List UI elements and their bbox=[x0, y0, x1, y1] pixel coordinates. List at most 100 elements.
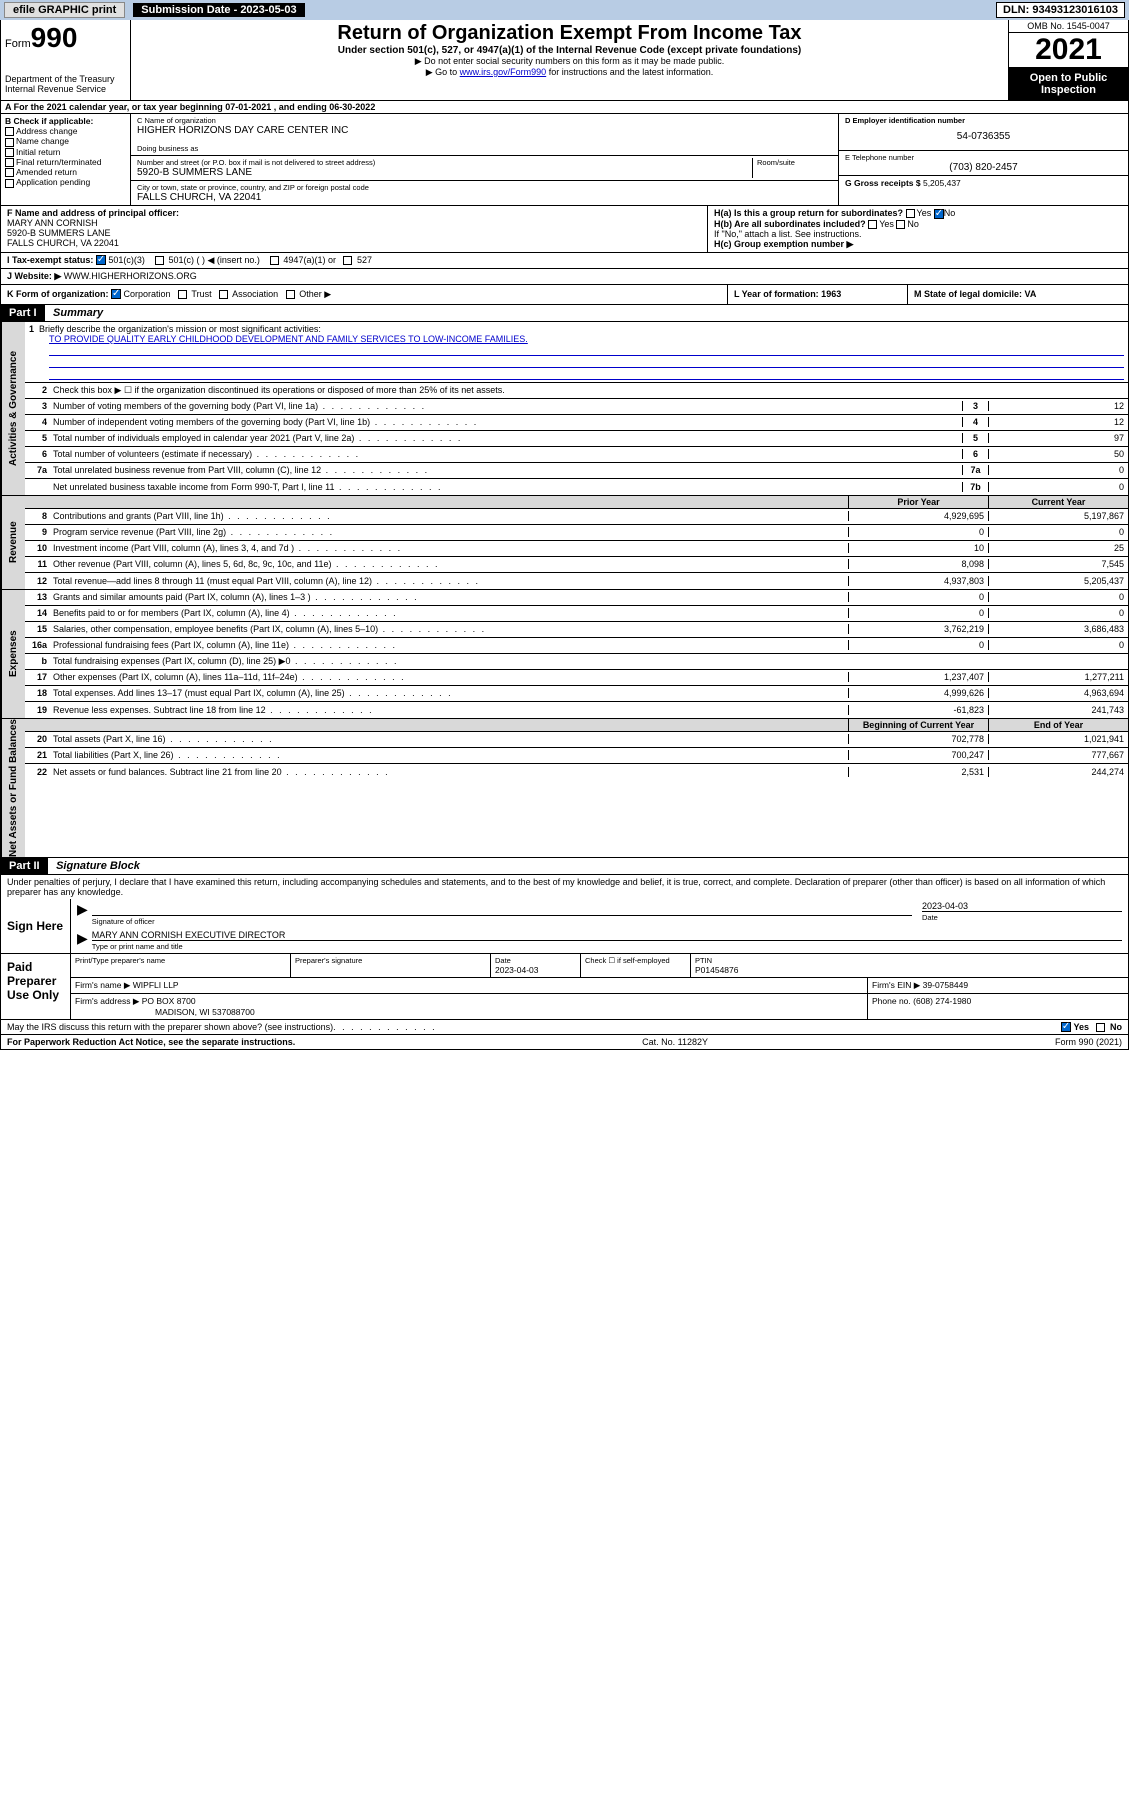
tax-status-label: I Tax-exempt status: bbox=[7, 255, 93, 265]
cb-527[interactable] bbox=[343, 256, 352, 265]
entity-block: B Check if applicable: Address change Na… bbox=[0, 114, 1129, 206]
col-begin: Beginning of Current Year bbox=[848, 719, 988, 731]
summary-line: Net unrelated business taxable income fr… bbox=[25, 479, 1128, 495]
mission-text: TO PROVIDE QUALITY EARLY CHILDHOOD DEVEL… bbox=[49, 334, 528, 344]
ha-yes-cb[interactable] bbox=[906, 209, 915, 218]
officer-print-name: MARY ANN CORNISH EXECUTIVE DIRECTOR bbox=[92, 930, 1122, 940]
col-b-checkboxes: B Check if applicable: Address change Na… bbox=[1, 114, 131, 205]
omb-number: OMB No. 1545-0047 bbox=[1009, 20, 1128, 33]
firm-phone: (608) 274-1980 bbox=[913, 996, 971, 1006]
city-label: City or town, state or province, country… bbox=[137, 183, 832, 192]
summary-line: 22Net assets or fund balances. Subtract … bbox=[25, 764, 1128, 780]
prep-date-label: Date bbox=[495, 956, 576, 965]
summary-line: 12Total revenue—add lines 8 through 11 (… bbox=[25, 573, 1128, 589]
ptin-label: PTIN bbox=[695, 956, 1124, 965]
summary-line: 11Other revenue (Part VIII, column (A), … bbox=[25, 557, 1128, 573]
summary-line: 8Contributions and grants (Part VIII, li… bbox=[25, 509, 1128, 525]
efile-button[interactable]: efile GRAPHIC print bbox=[4, 2, 125, 18]
cb-amended-return[interactable]: Amended return bbox=[5, 167, 126, 177]
summary-line: 5Total number of individuals employed in… bbox=[25, 431, 1128, 447]
summary-line: 18Total expenses. Add lines 13–17 (must … bbox=[25, 686, 1128, 702]
cb-501c3[interactable] bbox=[96, 255, 106, 265]
line2-text: Check this box ▶ ☐ if the organization d… bbox=[51, 384, 1128, 397]
discuss-no-cb[interactable] bbox=[1096, 1023, 1105, 1032]
summary-line: bTotal fundraising expenses (Part IX, co… bbox=[25, 654, 1128, 670]
discuss-label: May the IRS discuss this return with the… bbox=[7, 1022, 333, 1032]
irs-link[interactable]: www.irs.gov/Form990 bbox=[460, 67, 547, 77]
row-i-tax-status: I Tax-exempt status: 501(c)(3) 501(c) ( … bbox=[0, 253, 1129, 269]
line1-label: Briefly describe the organization's miss… bbox=[39, 324, 321, 334]
org-address: 5920-B SUMMERS LANE bbox=[137, 167, 752, 178]
col-end: End of Year bbox=[988, 719, 1128, 731]
declaration-text: Under penalties of perjury, I declare th… bbox=[1, 875, 1128, 899]
state-domicile: M State of legal domicile: VA bbox=[914, 289, 1036, 299]
ptin-value: P01454876 bbox=[695, 965, 1124, 975]
date-label: Date bbox=[922, 911, 1122, 922]
part2-title: Signature Block bbox=[50, 858, 146, 874]
summary-line: 6Total number of volunteers (estimate if… bbox=[25, 447, 1128, 463]
ein-value: 54-0736355 bbox=[845, 125, 1122, 148]
firm-addr2: MADISON, WI 537088700 bbox=[75, 1007, 255, 1017]
tab-netassets: Net Assets or Fund Balances bbox=[1, 719, 25, 857]
cb-corp[interactable] bbox=[111, 289, 121, 299]
form-subtitle: Under section 501(c), 527, or 4947(a)(1)… bbox=[137, 45, 1002, 56]
paperwork-notice: For Paperwork Reduction Act Notice, see … bbox=[7, 1037, 295, 1047]
signature-block: Under penalties of perjury, I declare th… bbox=[0, 875, 1129, 1036]
cb-application-pending[interactable]: Application pending bbox=[5, 177, 126, 187]
officer-addr2: FALLS CHURCH, VA 22041 bbox=[7, 238, 119, 248]
ha-no-cb[interactable] bbox=[934, 209, 944, 219]
hb-label: H(b) Are all subordinates included? bbox=[714, 219, 866, 229]
form-header: Form990 Department of the Treasury Inter… bbox=[0, 20, 1129, 101]
ein-label: D Employer identification number bbox=[845, 116, 965, 125]
cb-501c[interactable] bbox=[155, 256, 164, 265]
firm-ein-label: Firm's EIN ▶ bbox=[872, 980, 920, 990]
firm-name: WIPFLI LLP bbox=[133, 980, 179, 990]
sig-date: 2023-04-03 bbox=[922, 901, 1122, 911]
form-title-block: Return of Organization Exempt From Incom… bbox=[131, 20, 1008, 100]
website-label: J Website: ▶ bbox=[7, 271, 61, 281]
cb-4947[interactable] bbox=[270, 256, 279, 265]
org-city: FALLS CHURCH, VA 22041 bbox=[137, 192, 832, 203]
part1-revenue: Revenue Prior Year Current Year 8Contrib… bbox=[0, 496, 1129, 590]
form-ref: Form 990 (2021) bbox=[1055, 1037, 1122, 1047]
cb-trust[interactable] bbox=[178, 290, 187, 299]
org-name: HIGHER HORIZONS DAY CARE CENTER INC bbox=[137, 125, 832, 136]
discuss-yes-cb[interactable] bbox=[1061, 1022, 1071, 1032]
cb-assoc[interactable] bbox=[219, 290, 228, 299]
sign-here-label: Sign Here bbox=[1, 899, 71, 953]
cb-address-change[interactable]: Address change bbox=[5, 126, 126, 136]
sig-officer-label: Signature of officer bbox=[92, 915, 912, 926]
part1-governance: Activities & Governance 1 Briefly descri… bbox=[0, 322, 1129, 496]
hb-yes-cb[interactable] bbox=[868, 220, 877, 229]
form-year-block: OMB No. 1545-0047 2021 Open to Public In… bbox=[1008, 20, 1128, 100]
note-ssn: ▶ Do not enter social security numbers o… bbox=[137, 56, 1002, 67]
arrow-icon: ▶ bbox=[77, 930, 88, 951]
part1-header: Part I Summary bbox=[0, 305, 1129, 322]
summary-line: 19Revenue less expenses. Subtract line 1… bbox=[25, 702, 1128, 718]
summary-line: 16aProfessional fundraising fees (Part I… bbox=[25, 638, 1128, 654]
dln: DLN: 93493123016103 bbox=[996, 2, 1125, 18]
summary-line: 9Program service revenue (Part VIII, lin… bbox=[25, 525, 1128, 541]
room-label: Room/suite bbox=[757, 158, 832, 167]
cb-initial-return[interactable]: Initial return bbox=[5, 147, 126, 157]
summary-line: 14Benefits paid to or for members (Part … bbox=[25, 606, 1128, 622]
summary-line: 3Number of voting members of the governi… bbox=[25, 399, 1128, 415]
part2-label: Part II bbox=[1, 858, 48, 874]
part1-label: Part I bbox=[1, 305, 45, 321]
cb-other[interactable] bbox=[286, 290, 295, 299]
dba-label: Doing business as bbox=[137, 144, 832, 153]
website-value: WWW.HIGHERHORIZONS.ORG bbox=[64, 271, 197, 281]
page-footer: For Paperwork Reduction Act Notice, see … bbox=[0, 1035, 1129, 1050]
hb-no-cb[interactable] bbox=[896, 220, 905, 229]
cb-name-change[interactable]: Name change bbox=[5, 136, 126, 146]
summary-line: 7aTotal unrelated business revenue from … bbox=[25, 463, 1128, 479]
officer-addr1: 5920-B SUMMERS LANE bbox=[7, 228, 111, 238]
officer-name: MARY ANN CORNISH bbox=[7, 218, 98, 228]
row-j-website: J Website: ▶ WWW.HIGHERHORIZONS.ORG bbox=[0, 269, 1129, 285]
cb-final-return[interactable]: Final return/terminated bbox=[5, 157, 126, 167]
prep-name-label: Print/Type preparer's name bbox=[75, 956, 286, 965]
summary-line: 13Grants and similar amounts paid (Part … bbox=[25, 590, 1128, 606]
firm-name-label: Firm's name ▶ bbox=[75, 980, 130, 990]
cat-no: Cat. No. 11282Y bbox=[642, 1037, 708, 1047]
org-name-label: C Name of organization bbox=[137, 116, 832, 125]
